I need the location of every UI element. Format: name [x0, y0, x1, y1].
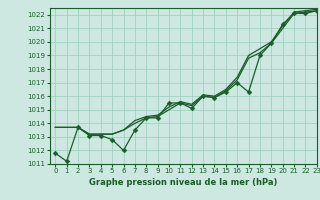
X-axis label: Graphe pression niveau de la mer (hPa): Graphe pression niveau de la mer (hPa): [89, 178, 277, 187]
